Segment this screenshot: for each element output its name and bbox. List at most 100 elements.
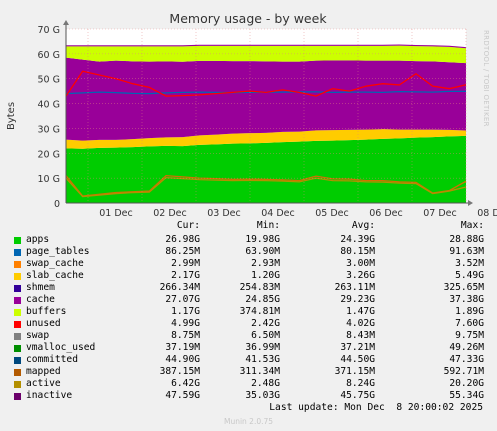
header-avg: Avg: xyxy=(351,220,375,231)
y-tick-label: 20 G xyxy=(38,149,60,160)
legend-min: 2.48G xyxy=(251,378,280,389)
legend-row-vmalloc_used: vmalloc_used 37.19M 36.99M 37.21M 49.26M xyxy=(0,342,497,354)
legend-avg: 37.21M xyxy=(340,342,375,353)
munin-version: Munin 2.0.75 xyxy=(223,417,274,426)
x-tick-label: 07 Dec xyxy=(423,208,457,219)
area-cache xyxy=(66,57,466,141)
legend-name: mapped xyxy=(26,366,61,377)
x-tick-label: 04 Dec xyxy=(261,208,295,219)
legend-avg: 44.50G xyxy=(340,354,375,365)
legend-row-slab_cache: slab_cache 2.17G 1.20G 3.26G 5.49G xyxy=(0,270,497,282)
x-tick-label: 08 Dec xyxy=(477,208,497,219)
x-tick-label: 06 Dec xyxy=(369,208,403,219)
legend-swatch xyxy=(14,273,21,280)
legend-cur: 2.99M xyxy=(171,258,200,269)
legend-swatch xyxy=(14,309,21,316)
legend-row-buffers: buffers 1.17G 374.81M 1.47G 1.89G xyxy=(0,306,497,318)
legend-max: 1.89G xyxy=(455,306,484,317)
legend-max: 49.26M xyxy=(449,342,484,353)
legend-name: swap_cache xyxy=(26,258,84,269)
legend-avg: 24.39G xyxy=(340,234,375,245)
legend-swatch xyxy=(14,261,21,268)
legend-name: apps xyxy=(26,234,50,245)
legend-min: 6.50M xyxy=(251,330,280,341)
legend-row-apps: apps 26.98G 19.98G 24.39G 28.88G xyxy=(0,234,497,246)
legend-cur: 47.59G xyxy=(165,390,200,401)
legend-name: inactive xyxy=(26,390,73,401)
legend-avg: 3.26G xyxy=(346,270,375,281)
legend-min: 2.93M xyxy=(251,258,280,269)
y-tick-label: 0 xyxy=(54,199,60,210)
legend-max: 5.49G xyxy=(455,270,484,281)
legend-swatch xyxy=(14,333,21,340)
area-slab_cache xyxy=(66,129,466,149)
legend-name: slab_cache xyxy=(26,270,84,281)
legend-max: 9.75M xyxy=(455,330,484,341)
y-tick-labels: 0 10 G 20 G 30 G 40 G 50 G 60 G 70 G xyxy=(38,25,60,210)
x-tick-label: 01 Dec xyxy=(99,208,133,219)
line-swap xyxy=(65,174,467,197)
legend-max: 3.52M xyxy=(455,258,484,269)
legend-cur: 387.15M xyxy=(159,366,200,377)
legend-row-page_tables: page_tables 86.25M 63.90M 80.15M 91.63M xyxy=(0,246,497,258)
legend-min: 311.34M xyxy=(239,366,280,377)
legend-cur: 8.75M xyxy=(171,330,200,341)
legend-name: active xyxy=(26,378,61,389)
header-cur: Cur: xyxy=(176,220,200,231)
y-tick-label: 60 G xyxy=(38,50,60,61)
legend-min: 63.90M xyxy=(245,246,280,257)
legend-max: 37.38G xyxy=(449,294,484,305)
legend-avg: 8.24G xyxy=(346,378,375,389)
legend-name: buffers xyxy=(26,306,67,317)
legend-swatch xyxy=(14,297,21,304)
x-tick-label: 05 Dec xyxy=(315,208,349,219)
legend-row-shmem: shmem 266.34M 254.83M 263.11M 325.65M xyxy=(0,282,497,294)
legend-min: 1.20G xyxy=(251,270,280,281)
y-tick-label: 10 G xyxy=(38,174,60,185)
legend-avg: 4.02G xyxy=(346,318,375,329)
legend-avg: 45.75G xyxy=(340,390,375,401)
legend-min: 41.53G xyxy=(245,354,280,365)
legend-name: vmalloc_used xyxy=(26,342,96,353)
legend-cur: 37.19M xyxy=(165,342,200,353)
legend-swatch xyxy=(14,237,21,244)
legend-swatch xyxy=(14,285,21,292)
legend-avg: 80.15M xyxy=(340,246,375,257)
area-unused xyxy=(66,45,466,64)
legend-swatch xyxy=(14,321,21,328)
legend-cur: 1.17G xyxy=(171,306,200,317)
y-tick-label: 30 G xyxy=(38,124,60,135)
legend-swatch xyxy=(14,357,21,364)
y-axis-label: Bytes xyxy=(6,102,17,130)
legend-min: 36.99M xyxy=(245,342,280,353)
legend-cur: 44.90G xyxy=(165,354,200,365)
legend-max: 325.65M xyxy=(443,282,484,293)
legend-max: 55.34G xyxy=(449,390,484,401)
legend-name: unused xyxy=(26,318,61,329)
x-tick-label: 03 Dec xyxy=(207,208,241,219)
memory-chart: Memory usage - by week Bytes 0 10 G 20 G 30… xyxy=(6,11,497,219)
legend-row-swap_cache: swap_cache 2.99M 2.93M 3.00M 3.52M xyxy=(0,258,497,270)
header-min: Min: xyxy=(256,220,280,231)
legend-row-cache: cache 27.07G 24.85G 29.23G 37.38G xyxy=(0,294,497,306)
legend-swatch xyxy=(14,393,21,400)
area-apps xyxy=(66,135,466,203)
legend-row-active: active 6.42G 2.48G 8.24G 20.20G xyxy=(0,378,497,390)
y-axis-arrow xyxy=(63,20,69,25)
legend-cur: 266.34M xyxy=(159,282,200,293)
legend-name: cache xyxy=(26,294,55,305)
legend-name: page_tables xyxy=(26,246,90,257)
legend-row-mapped: mapped 387.15M 311.34M 371.15M 592.71M xyxy=(0,366,497,378)
rrdtool-credit: RRDTOOL / TOBI OETIKER xyxy=(482,30,490,127)
legend-min: 254.83M xyxy=(239,282,280,293)
line-inactive xyxy=(65,70,467,97)
legend-row-swap: swap 8.75M 6.50M 8.43M 9.75M xyxy=(0,330,497,342)
legend-avg: 263.11M xyxy=(334,282,375,293)
legend-min: 2.42G xyxy=(251,318,280,329)
legend-cur: 6.42G xyxy=(171,378,200,389)
legend-max: 47.33G xyxy=(449,354,484,365)
legend-swatch xyxy=(14,369,21,376)
legend-name: swap xyxy=(26,330,50,341)
legend-avg: 3.00M xyxy=(346,258,375,269)
legend-name: committed xyxy=(26,354,78,365)
